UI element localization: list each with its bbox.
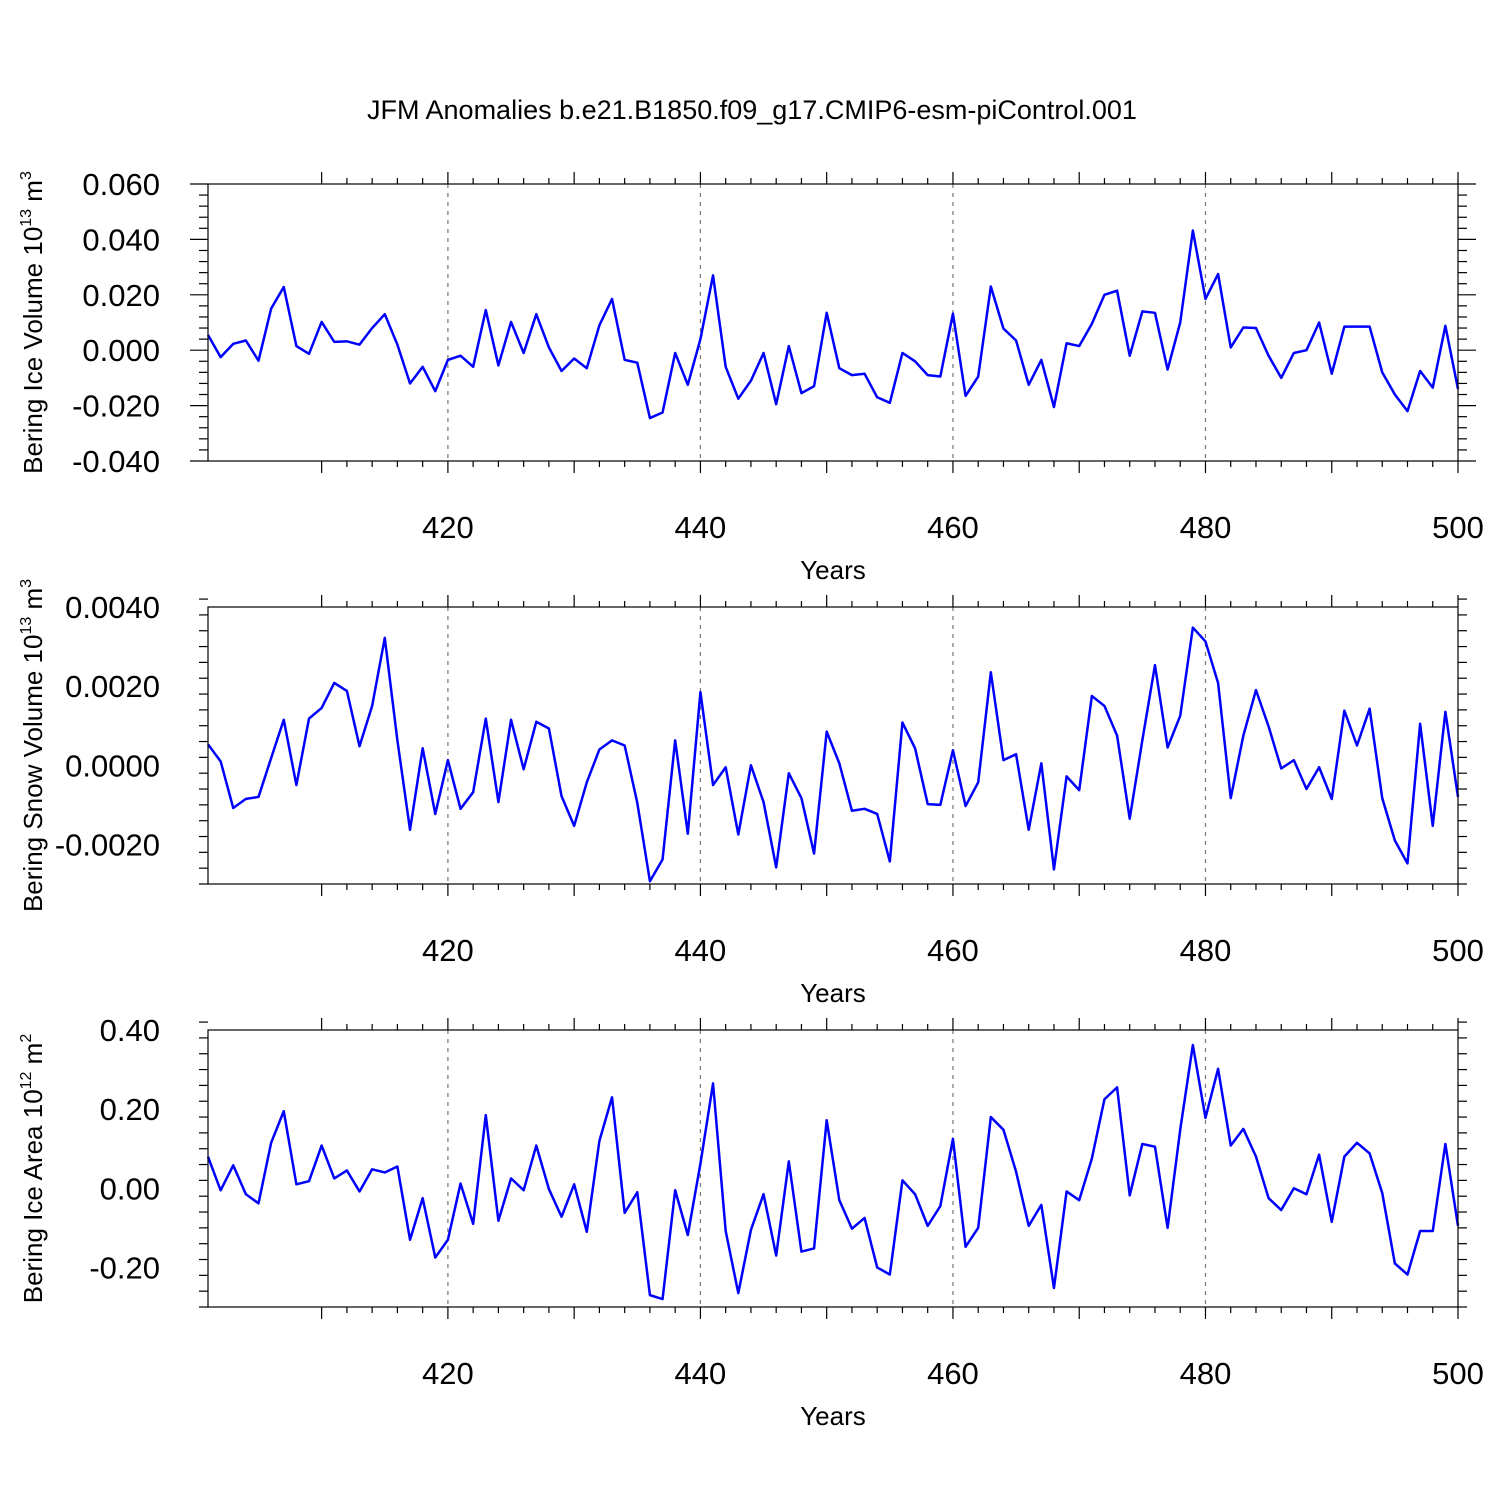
y-tick-label: -0.0020 — [55, 827, 160, 862]
x-tick-label: 460 — [927, 933, 979, 968]
panel-1: -0.040 -0.020 0.000 0.020 0.040 0.060 420 440 46… — [18, 167, 1484, 585]
series-line — [206, 1043, 1460, 1301]
y-axis-title: Bering Snow Volume 1013 m3 — [18, 579, 48, 912]
panel-3: -0.20 0.00 0.20 0.40 420 440 460 480 500 Years Ber… — [18, 1013, 1484, 1431]
y-tick-label: 0.00 — [100, 1171, 160, 1206]
x-axis-title: Years — [800, 1401, 866, 1431]
x-tick-label: 480 — [1180, 933, 1232, 968]
x-axis-title: Years — [800, 978, 866, 1008]
x-tick-label: 420 — [422, 1356, 474, 1391]
y-tick-label: 0.020 — [82, 278, 160, 313]
x-tick-label: 440 — [675, 1356, 727, 1391]
y-tick-label: 0.000 — [82, 333, 160, 368]
y-tick-label: -0.20 — [89, 1250, 160, 1285]
series-line — [206, 626, 1460, 883]
y-tick-label: -0.020 — [72, 389, 160, 424]
y-tick-label: 0.40 — [100, 1013, 160, 1048]
plot-frame — [207, 606, 1459, 885]
y-tick-label: -0.040 — [72, 444, 160, 479]
y-tick-label: 0.0020 — [65, 669, 160, 704]
y-axis-title: Bering Ice Volume 1013 m3 — [18, 171, 48, 474]
x-axis-title: Years — [800, 555, 866, 585]
x-tick-label: 480 — [1180, 510, 1232, 545]
x-tick-label: 460 — [927, 510, 979, 545]
plot-frame — [207, 183, 1459, 462]
figure-title: JFM Anomalies b.e21.B1850.f09_g17.CMIP6-… — [367, 95, 1137, 125]
y-axis-title: Bering Ice Area 1012 m2 — [18, 1034, 48, 1304]
x-tick-label: 440 — [675, 510, 727, 545]
x-tick-label: 500 — [1432, 510, 1484, 545]
y-tick-label: 0.060 — [82, 167, 160, 202]
y-tick-label: 0.0040 — [65, 590, 160, 625]
plot-frame — [207, 1029, 1459, 1308]
x-tick-label: 420 — [422, 510, 474, 545]
y-tick-label: 0.040 — [82, 222, 160, 257]
y-tick-label: 0.20 — [100, 1092, 160, 1127]
x-tick-label: 440 — [675, 933, 727, 968]
x-tick-label: 500 — [1432, 933, 1484, 968]
series-line — [206, 229, 1460, 420]
x-tick-label: 480 — [1180, 1356, 1232, 1391]
panel-2: -0.0020 0.0000 0.0020 0.0040 420 440 460 480 500… — [18, 579, 1484, 1008]
y-tick-label: 0.0000 — [65, 748, 160, 783]
x-tick-label: 460 — [927, 1356, 979, 1391]
x-tick-label: 420 — [422, 933, 474, 968]
x-tick-label: 500 — [1432, 1356, 1484, 1391]
